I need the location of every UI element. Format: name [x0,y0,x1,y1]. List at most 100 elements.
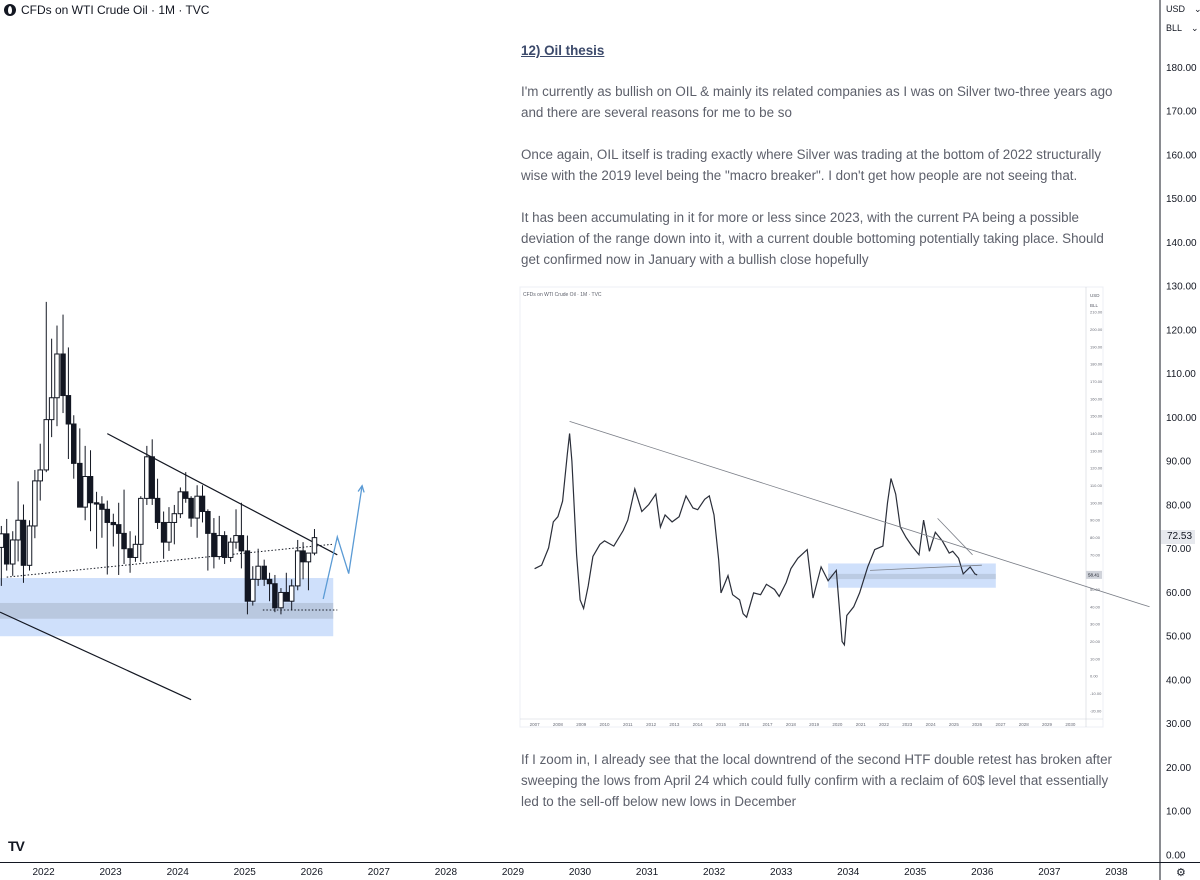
embedded-chart-title: CFDs on WTI Crude Oil · 1M · TVC [523,292,602,298]
candle-body [166,521,172,543]
candle-body [71,423,77,464]
candle-body [60,353,66,397]
embedded-x-tick-label: 2013 [669,722,680,727]
thesis-paragraph-3: It has been accumulating in it for more … [521,210,1104,267]
y-tick-label: 120.00 [1166,325,1197,336]
embedded-chart: CFDs on WTI Crude Oil · 1M · TVC USD BLL -2… [519,286,1150,728]
settings-icon[interactable]: ⚙ [1176,867,1186,879]
candle-body [3,533,10,565]
candle-body [272,583,278,609]
thesis-text: 12) Oil thesis I'm currently as bullish … [521,40,1121,291]
candle-body [115,524,122,534]
candle-body [110,521,117,526]
embedded-y-tick-label: 20.00 [1090,639,1101,644]
embedded-x-tick-label: 2010 [600,722,611,727]
y-tick-label: 90.00 [1166,457,1191,468]
x-tick-label: 2024 [167,867,190,878]
candle-body [149,456,155,499]
candle-body [294,550,301,587]
embedded-y-tick-label: -20.00 [1090,708,1102,713]
candle-body [244,550,251,602]
candle-body [99,503,105,510]
thesis-paragraph-2: Once again, OIL itself is trading exactl… [521,147,1102,183]
embedded-x-tick-label: 2022 [879,722,890,727]
embedded-y-tick-label: 210.00 [1090,310,1103,315]
embedded-zone [828,573,996,580]
embedded-x-tick-label: 2029 [1042,722,1053,727]
x-tick-label: 2034 [837,867,860,878]
candle-body [32,480,38,527]
candle-body [283,591,290,602]
candle-body [171,513,178,523]
support-zone [0,578,334,637]
candle-body [20,519,27,566]
candle-body [199,495,206,513]
embedded-trend-line [569,420,1150,608]
chevron-down-icon: ⌄ [1194,4,1200,14]
embedded-y-tick-label: -10.00 [1090,691,1102,696]
candle-body [154,497,161,523]
currency-selector[interactable]: USD ⌄ [1166,4,1200,15]
candle-body [87,476,94,504]
embedded-x-tick-label: 2007 [530,722,541,727]
embedded-y-tick-label: 130.00 [1090,448,1103,453]
x-tick-label: 2030 [569,867,592,878]
candle-body [305,552,312,563]
candle-body [311,537,318,554]
embedded-x-tick-label: 2027 [995,722,1006,727]
x-tick-label: 2032 [703,867,726,878]
candle-body [266,578,273,585]
y-tick-label: 130.00 [1166,282,1197,293]
candle-body [82,476,88,508]
candle-body [261,565,267,580]
candle-body [0,533,5,548]
thesis-paragraph-1: I'm currently as bullish on OIL & mainly… [521,84,1113,120]
candle-body [227,541,234,558]
x-tick-label: 2025 [234,867,257,878]
x-tick-label: 2026 [301,867,324,878]
embedded-x-tick-label: 2009 [576,722,587,727]
embedded-x-tick-label: 2011 [623,722,633,727]
symbol-title[interactable]: CFDs on WTI Crude Oil · 1M · TVC [21,3,210,17]
x-tick-label: 2023 [100,867,123,878]
candle-body [160,521,167,543]
unit-selector[interactable]: BLL ⌄ [1166,23,1199,34]
embedded-unit-label: BLL [1090,303,1099,308]
embedded-x-tick-label: 2018 [786,722,797,727]
y-tick-label: 0.00 [1166,850,1186,861]
candle-body [43,419,50,471]
candle-body [26,525,33,566]
x-tick-label: 2022 [32,867,55,878]
embedded-y-tick-label: 110.00 [1090,483,1103,488]
x-tick-label: 2031 [636,867,659,878]
y-tick-label: 140.00 [1166,238,1197,249]
embedded-y-tick-label: 120.00 [1090,466,1103,471]
thesis-heading: 12) Oil thesis [521,43,605,58]
embedded-x-tick-label: 2008 [553,722,564,727]
y-tick-label: 80.00 [1166,500,1191,511]
embedded-x-tick-label: 2024 [926,722,937,727]
chart-header: CFDs on WTI Crude Oil · 1M · TVC [4,3,209,17]
y-tick-label: 40.00 [1166,675,1191,686]
embedded-y-tick-label: 140.00 [1090,431,1103,436]
y-tick-label: 50.00 [1166,632,1191,643]
embedded-y-tick-label: 190.00 [1090,344,1103,349]
x-tick-label: 2029 [502,867,525,878]
candle-body [205,511,211,534]
embedded-x-tick-label: 2023 [902,722,913,727]
candle-body [77,462,83,508]
embedded-y-tick-label: 80.00 [1090,535,1101,540]
candle-body [132,543,139,558]
y-tick-label: 110.00 [1166,369,1196,380]
candle-body [288,585,295,602]
embedded-x-tick-label: 2015 [716,722,727,727]
projection-arrowhead [357,484,365,493]
x-tick-label: 2038 [1105,867,1128,878]
x-tick-label: 2028 [435,867,458,878]
candle-body [37,469,43,482]
embedded-y-tick-label: 50.00 [1090,587,1101,592]
oil-drop-icon [4,4,16,16]
embedded-y-tick-label: 160.00 [1090,396,1103,401]
embedded-x-tick-label: 2020 [832,722,843,727]
